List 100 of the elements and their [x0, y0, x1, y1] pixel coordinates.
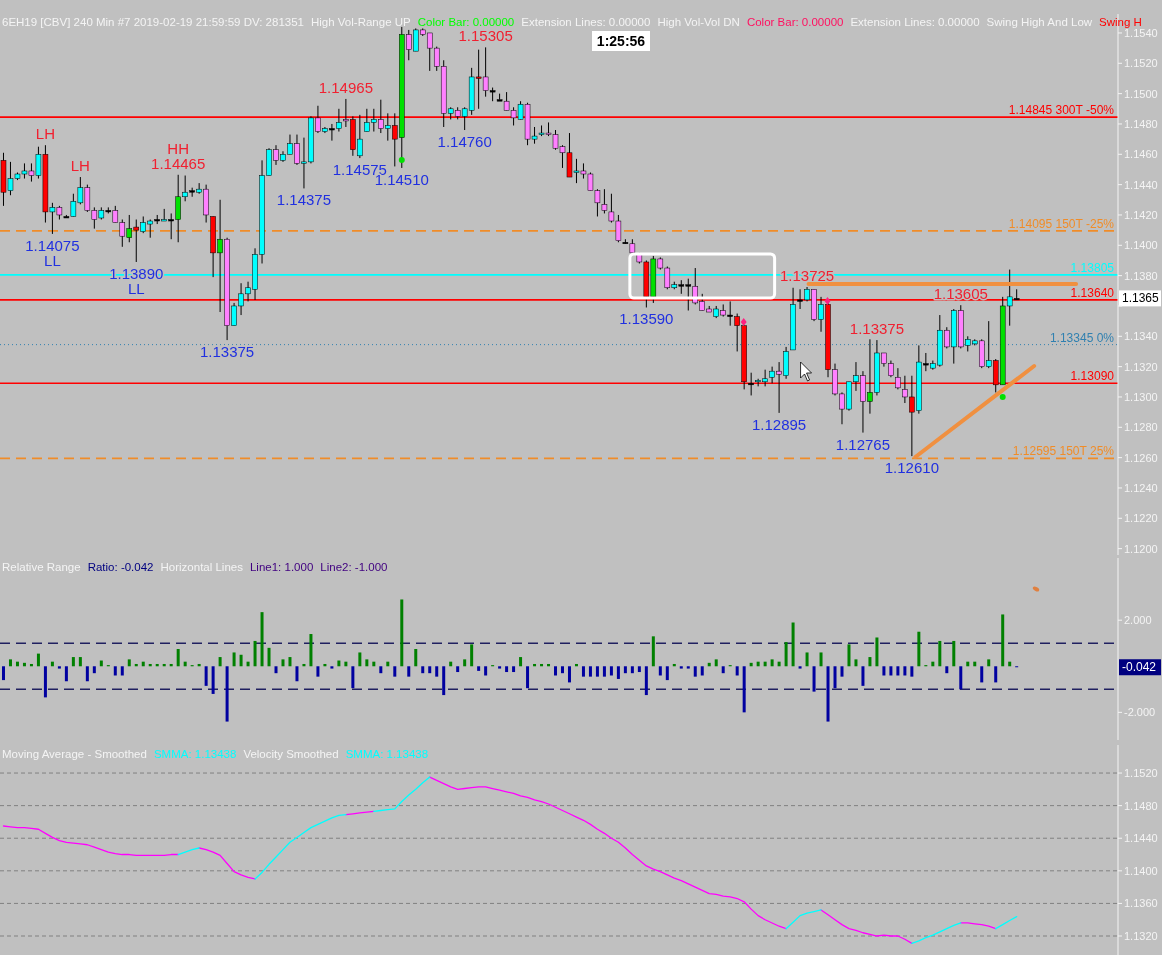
annotation: 1.15305 [458, 27, 513, 45]
annotation: 1.14075 [25, 236, 80, 254]
bar [1, 666, 5, 681]
bar [581, 666, 585, 677]
bar [826, 666, 830, 722]
bar [232, 652, 236, 667]
bar [847, 644, 851, 667]
bar [700, 666, 704, 676]
bar [707, 662, 711, 667]
annotation: 1.12895 [751, 415, 807, 433]
bar [630, 666, 634, 674]
bar [365, 659, 369, 667]
bar [414, 649, 418, 667]
bar [609, 666, 613, 676]
candlestick [601, 188, 608, 214]
bar [127, 659, 131, 667]
bar [987, 659, 991, 667]
bar [749, 662, 753, 667]
bar [770, 659, 774, 667]
bar [833, 666, 837, 689]
bar [784, 642, 788, 667]
bar [407, 666, 411, 677]
bar [428, 666, 432, 674]
bar [917, 631, 921, 667]
bar [274, 666, 278, 674]
annotation: Swing H [1099, 16, 1142, 28]
bar [400, 599, 404, 667]
annotation: SMMA: 1.13438 [153, 748, 237, 760]
bar [623, 666, 627, 674]
bar [679, 666, 683, 669]
bar [239, 654, 243, 667]
bar [602, 666, 606, 677]
ref-line-label: 1.13640 [1070, 285, 1115, 300]
bar [512, 666, 516, 673]
bar [260, 612, 264, 667]
bar [938, 640, 942, 667]
bar [686, 666, 690, 669]
bar [85, 666, 89, 682]
bar [484, 666, 488, 676]
bar [868, 657, 872, 667]
bar [309, 634, 313, 667]
bar [456, 666, 460, 673]
bar [526, 666, 530, 689]
bar [875, 637, 879, 667]
annotation: Line1: 1.000 [249, 561, 314, 573]
annotation: Color Bar: 0.00000 [417, 16, 515, 28]
bar [903, 666, 907, 676]
annotation: Line2: -1.000 [320, 561, 388, 573]
bar [959, 666, 963, 690]
annotation: 1.14465 [151, 154, 206, 172]
bar [994, 666, 998, 683]
bar [554, 666, 558, 676]
annotation: 1.12610 [884, 459, 939, 477]
bar [567, 666, 571, 683]
ref-line-label: 1.12595 150T 25% [1012, 444, 1115, 459]
annotation: 1.13375 [199, 343, 255, 361]
bar [8, 659, 12, 667]
annotation: 1.1365 [1122, 291, 1160, 306]
bar [812, 666, 816, 692]
bar [980, 666, 984, 683]
bar [295, 666, 299, 682]
annotation: -0.042 [1122, 660, 1157, 675]
bar [176, 649, 180, 667]
annotation: LH [70, 157, 90, 175]
bar [113, 666, 117, 676]
annotation: 1.13605 [933, 285, 988, 303]
bar [477, 666, 481, 671]
bar [78, 657, 82, 667]
bar [651, 636, 655, 667]
text: 1:25:56 [596, 33, 646, 49]
bar [358, 652, 362, 667]
annotation: 1.14375 [276, 191, 332, 209]
ref-line-label: 1.14845 300T -50% [1008, 103, 1115, 118]
bar [57, 666, 61, 669]
bar [351, 666, 355, 689]
bar [330, 666, 334, 669]
bar [218, 657, 222, 667]
candlestick [748, 372, 754, 396]
bar [463, 659, 467, 667]
bar [819, 652, 823, 667]
annotation: LL [44, 251, 61, 269]
ref-line-label: 1.13090 [1070, 369, 1115, 384]
annotation: Ratio: -0.042 [87, 561, 154, 573]
bar [498, 666, 502, 669]
annotation: 1.13375 [849, 320, 905, 338]
ref-line-label: 1.13345 0% [1049, 330, 1115, 345]
bar [742, 666, 746, 713]
bar [379, 666, 383, 674]
bar [225, 666, 229, 722]
annotation: LL [127, 279, 145, 297]
bar [798, 666, 802, 669]
bar [560, 666, 564, 674]
annotation: 1.14965 [318, 78, 373, 96]
bar [92, 666, 96, 674]
bar [805, 652, 809, 667]
bar [211, 666, 215, 694]
bar [595, 666, 599, 677]
bar [36, 653, 40, 667]
bar [442, 666, 446, 696]
bar [952, 640, 956, 667]
